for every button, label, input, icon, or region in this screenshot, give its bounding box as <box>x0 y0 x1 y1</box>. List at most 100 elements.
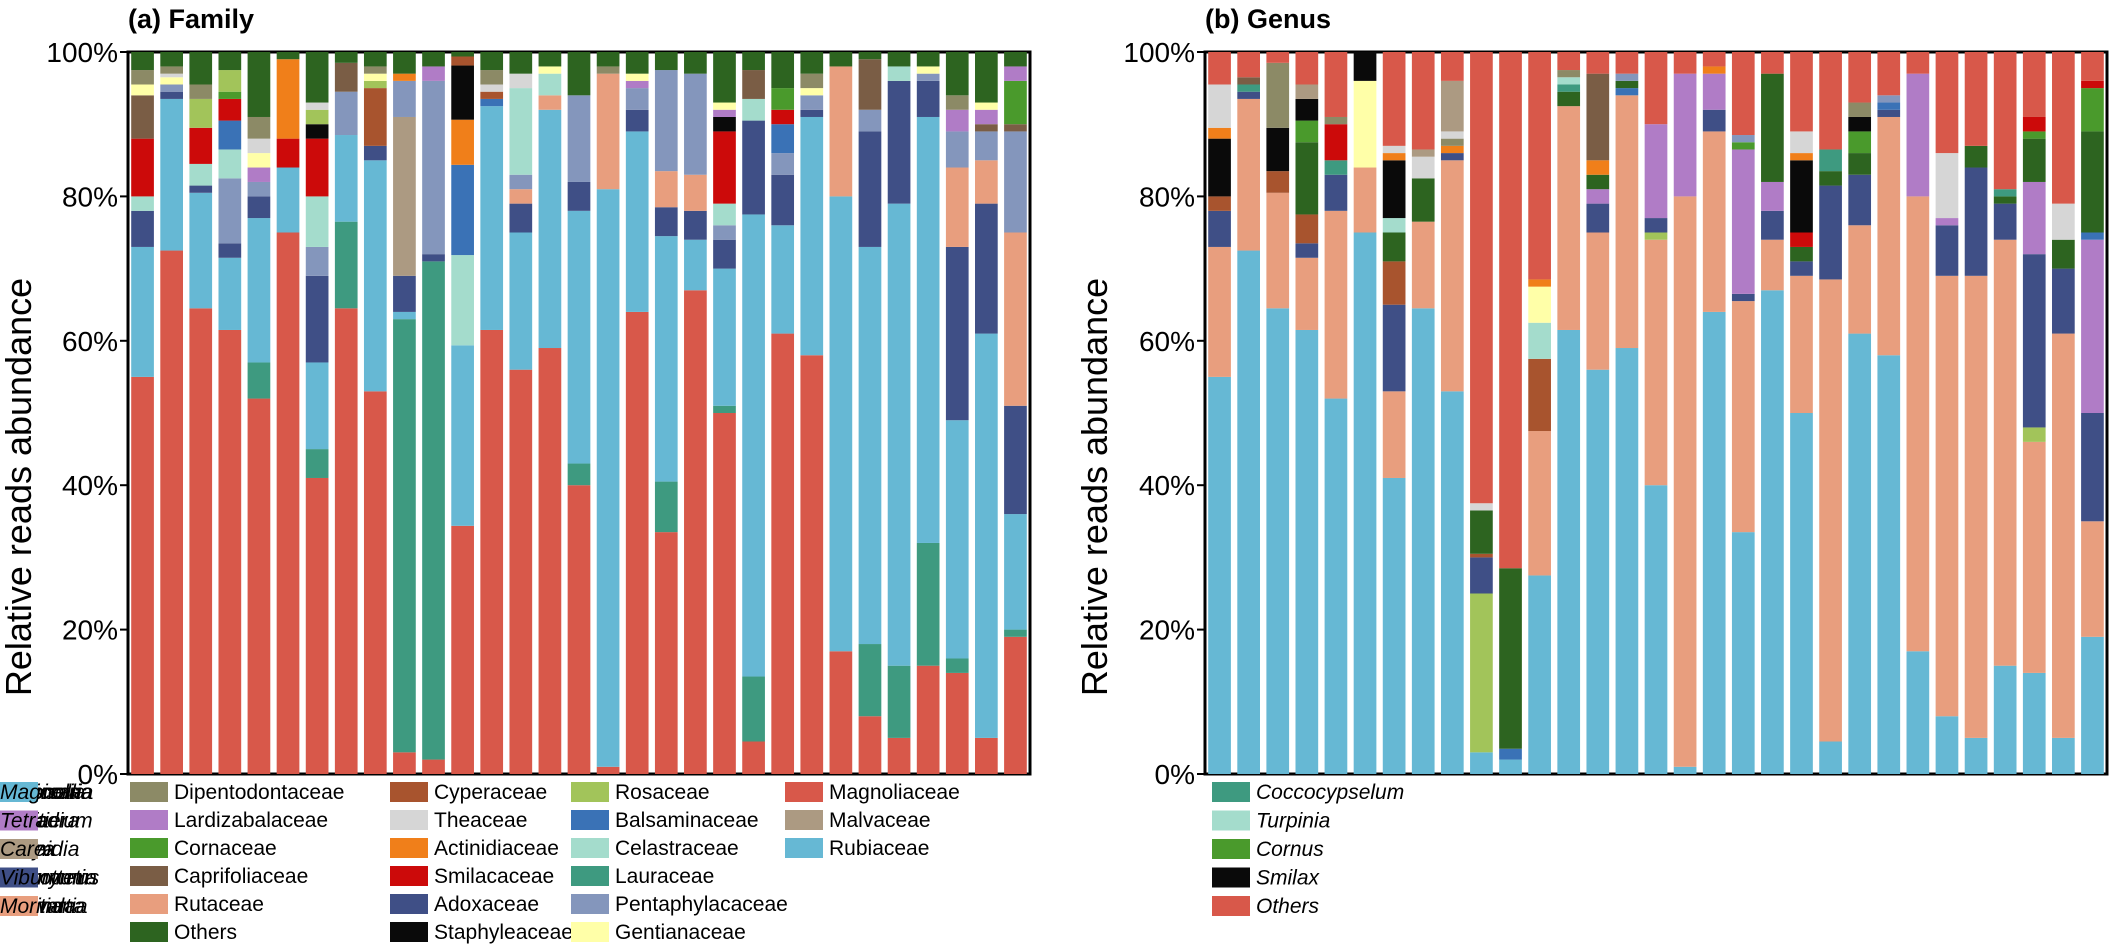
genus-bar-29-segment-morinda <box>2022 441 2046 673</box>
genus-bar-7-segment-viburnum <box>1382 304 1406 392</box>
genus-bar-14-segment-magnolia <box>1586 369 1610 774</box>
genus-bar-9-segment-gentiana <box>1440 145 1464 154</box>
genus-bar-11-segment-eurya <box>1499 568 1522 749</box>
family-bar-16-segment-pentaphylacaceae <box>567 95 591 182</box>
genus-bar-2-segment-others <box>1237 52 1260 78</box>
genus-bar-14-segment-morinda <box>1586 232 1610 370</box>
family-bar-3-segment-magnoliaceae <box>189 308 213 774</box>
family-bar-31-segment-rutaceae <box>1004 232 1027 406</box>
family-bar-11-segment-adoxaceae <box>422 254 445 262</box>
genus-legend-label-others: Others <box>1256 895 1320 918</box>
family-bar-8 <box>334 52 358 774</box>
family-legend-swatch-balsaminaceae <box>571 810 609 830</box>
family-bar-13-segment-theaceae <box>480 84 504 92</box>
genus-bar-29-segment-eurya <box>2022 138 2046 182</box>
family-bar-10 <box>393 52 416 774</box>
family-bar-27 <box>887 52 911 774</box>
family-bar-18-segment-magnoliaceae <box>625 311 649 774</box>
family-bar-11 <box>422 52 445 774</box>
family-bar-23-segment-smilacaceae <box>771 109 795 125</box>
family-bar-15-segment-gentianaceae <box>538 66 562 74</box>
genus-legend-swatch-smilax <box>1212 867 1250 888</box>
genus-bar-1 <box>1208 52 1231 774</box>
genus-legend-item-morinda: Morinda <box>0 895 76 918</box>
family-bar-6-segment-magnoliaceae <box>276 232 300 774</box>
genus-legend: Coccocypselum Turpinia Cornus Smilax Others P… <box>0 781 1404 918</box>
genus-bar-29-segment-others <box>2022 52 2046 117</box>
family-bar-11-segment-others <box>422 52 445 67</box>
genus-bar-3-segment-euonymus <box>1266 171 1290 193</box>
family-bar-22-segment-adoxaceae <box>742 120 765 215</box>
family-bar-9-segment-rosaceae <box>363 80 387 89</box>
family-bar-21-segment-lardizabalaceae <box>713 109 736 117</box>
genus-bar-4-segment-euonymus <box>1295 214 1319 244</box>
genus-bar-8-segment-eurya <box>1411 178 1435 222</box>
family-bar-2-segment-gentianaceae <box>160 77 183 85</box>
genus-bar-30-segment-others <box>2052 52 2075 204</box>
genus-legend-label-carex: Carex <box>0 838 58 861</box>
family-bar-31-segment-adoxaceae <box>1004 405 1027 515</box>
genus-bar-22-segment-viburnum <box>1819 185 1842 280</box>
family-bar-26-segment-rubiaceae <box>858 246 882 645</box>
family-bar-31-segment-lardizabalaceae <box>1004 66 1027 81</box>
genus-bar-21-segment-perrottetia <box>1790 232 1813 247</box>
genus-bar-15-segment-magnolia <box>1615 348 1639 774</box>
genus-bar-27-segment-viburnum <box>1964 167 1988 276</box>
family-bar-24-segment-adoxaceae <box>800 109 824 117</box>
family-bar-20-segment-pentaphylacaceae <box>684 73 707 175</box>
family-bar-16 <box>567 52 591 774</box>
family-bar-27-segment-adoxaceae <box>887 80 911 204</box>
family-bar-4 <box>218 52 242 774</box>
genus-legend-swatch-morinda <box>0 896 38 916</box>
family-bar-23-segment-balsaminaceae <box>771 124 795 154</box>
genus-bar-21-segment-lonicera <box>1790 131 1813 154</box>
genus-bar-4-segment-carex <box>1295 84 1319 99</box>
family-bar-5-segment-theaceae <box>247 138 271 154</box>
family-bar-18-segment-adoxaceae <box>625 109 649 132</box>
family-bar-8-segment-magnoliaceae <box>334 308 358 774</box>
genus-bar-28-segment-viburnum <box>1993 203 2017 240</box>
family-bar-9-segment-rubiaceae <box>363 160 387 392</box>
family-bar-26-segment-magnoliaceae <box>858 716 882 774</box>
family-bar-8-segment-pentaphylacaceae <box>334 91 358 136</box>
genus-bar-28-segment-others <box>1993 52 2017 190</box>
family-bar-10-segment-magnoliaceae <box>393 752 416 774</box>
family-legend-label-smilacaceae: Smilacaceae <box>434 865 554 888</box>
genus-bar-2-segment-viburnum <box>1237 91 1260 99</box>
genus-bar-25-segment-magnolia <box>1906 651 1930 774</box>
family-bar-30-segment-gentianaceae <box>975 102 998 110</box>
genus-legend-label-magnolia: Magnolia <box>0 781 85 804</box>
family-legend-swatch-caprifoliaceae <box>130 866 168 886</box>
family-bar-27-segment-lauraceae <box>887 665 911 738</box>
genus-bar-7-segment-smilax <box>1382 160 1406 219</box>
genus-bar-14-segment-viburnum <box>1586 203 1610 233</box>
genus-bar-4-segment-eurya <box>1295 142 1319 215</box>
genus-bar-31-segment-holboellia <box>2081 232 2104 240</box>
genus-bar-15-segment-others <box>1615 52 1639 74</box>
genus-legend-label-tetradium: Tetradium <box>0 810 93 833</box>
family-legend-item-gentianaceae: Gentianaceae <box>571 921 746 944</box>
genus-bar-30-segment-viburnum <box>2052 268 2075 334</box>
family-bar-12-segment-rubiaceae <box>451 345 474 526</box>
family-bar-12-segment-staphyleaceae <box>451 65 474 120</box>
family-bar-13-segment-rubiaceae <box>480 106 504 330</box>
family-bar-20-segment-rubiaceae <box>684 239 707 291</box>
family-bar-12-segment-actinidiaceae <box>451 119 474 165</box>
family-bar-22-segment-magnoliaceae <box>742 741 765 774</box>
family-bar-14-segment-celastraceae <box>509 88 533 175</box>
family-bar-20-segment-rutaceae <box>684 174 707 211</box>
genus-bar-23-segment-eurya <box>1848 153 1872 175</box>
family-bar-17-segment-rubiaceae <box>596 189 620 767</box>
family-bar-23 <box>771 52 795 774</box>
genus-bar-7-segment-others <box>1382 52 1406 146</box>
family-bar-2-segment-pentaphylacaceae <box>160 84 183 92</box>
genus-bar-30 <box>2052 52 2075 774</box>
family-bar-15-segment-others <box>538 52 562 67</box>
family-bar-4-segment-pentaphylacaceae <box>218 178 242 244</box>
family-bar-2-segment-theaceae <box>160 73 183 78</box>
genus-bar-25 <box>1906 52 1930 774</box>
genus-bar-3-segment-magnolia <box>1266 308 1290 774</box>
family-legend-label-malvaceae: Malvaceae <box>829 809 931 832</box>
genus-bar-16 <box>1644 52 1668 774</box>
genus-tick-label-3: 60% <box>1139 326 1195 357</box>
